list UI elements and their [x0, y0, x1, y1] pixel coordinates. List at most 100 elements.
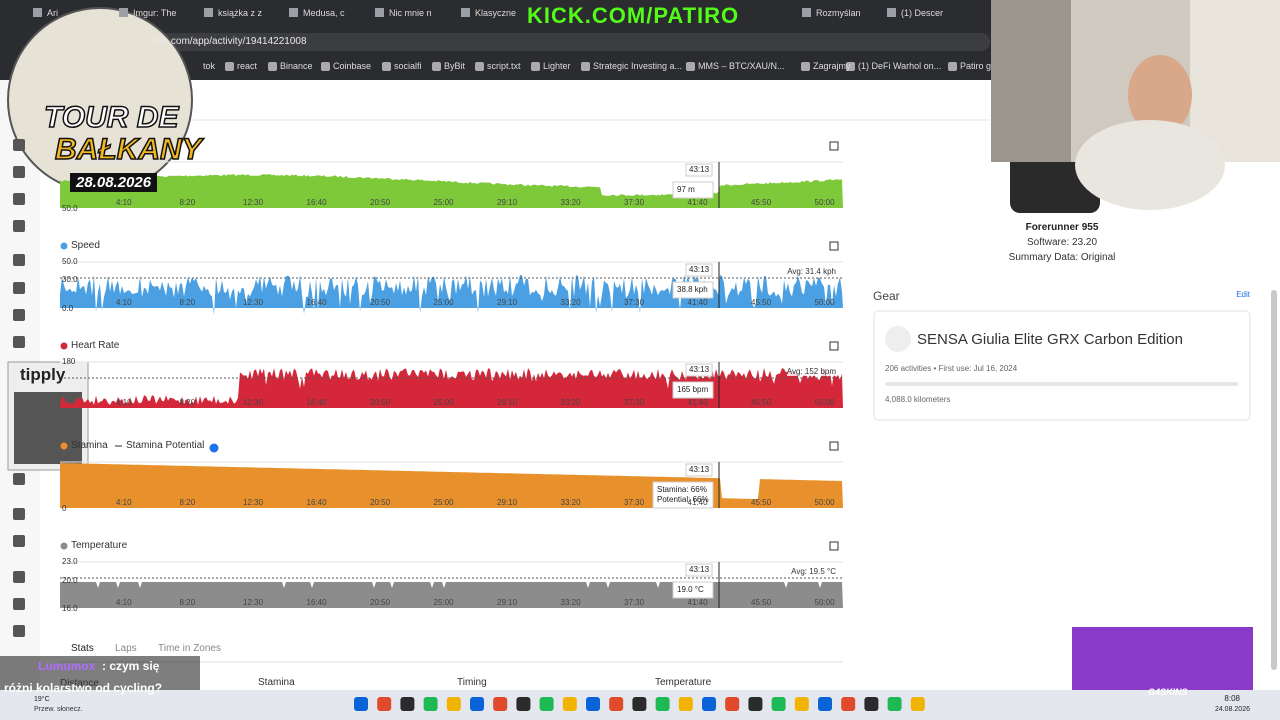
- stats-tab[interactable]: Time in Zones: [158, 643, 221, 654]
- nav-icon[interactable]: [13, 625, 25, 637]
- bookmark[interactable]: (1) DeFi Warhol on...: [858, 61, 942, 71]
- webcam-body: [1075, 120, 1225, 210]
- nav-icon[interactable]: [13, 508, 25, 520]
- taskbar-icon[interactable]: [539, 697, 554, 711]
- chart-title: Stamina: [71, 440, 108, 451]
- x-tick-label: 29:10: [497, 498, 518, 507]
- nav-icon[interactable]: [13, 336, 25, 348]
- taskbar-icon[interactable]: [887, 697, 902, 711]
- taskbar-icon[interactable]: [493, 697, 508, 711]
- bookmark[interactable]: Zagrajmy: [813, 61, 851, 71]
- bookmark[interactable]: Lighter: [543, 61, 571, 71]
- y-tick-label: 0.0: [62, 304, 74, 313]
- bookmark[interactable]: Binance: [280, 61, 313, 71]
- nav-icon[interactable]: [13, 598, 25, 610]
- tab-icon: [887, 8, 896, 17]
- nav-icon[interactable]: [13, 535, 25, 547]
- tab[interactable]: Klasyczne: [475, 8, 517, 18]
- y-tick-label: 30.0: [62, 275, 78, 284]
- taskbar-icon[interactable]: [377, 697, 392, 711]
- gear-card[interactable]: [873, 310, 1251, 421]
- taskbar-icon[interactable]: [446, 697, 461, 711]
- y-tick-label: 20.0: [62, 576, 78, 585]
- address-bar[interactable]: [150, 33, 990, 51]
- taskbar-icon[interactable]: [748, 697, 763, 711]
- expand-icon[interactable]: [829, 241, 839, 251]
- x-tick-label: 33:20: [560, 198, 581, 207]
- tooltip: 97 m: [677, 185, 695, 194]
- taskbar-icon[interactable]: [771, 697, 786, 711]
- nav-icon[interactable]: [13, 166, 25, 178]
- tab[interactable]: Nic mnie n: [389, 8, 432, 18]
- tab[interactable]: Ari: [47, 8, 58, 18]
- x-tick-label: 12:30: [243, 498, 264, 507]
- nav-icon[interactable]: [13, 282, 25, 294]
- url[interactable]: min.com/app/activity/19414221008: [152, 36, 307, 47]
- x-tick-label: 29:10: [497, 598, 518, 607]
- taskbar-icon[interactable]: [678, 697, 693, 711]
- qr-code: [14, 392, 82, 464]
- bookmark[interactable]: socialfi: [394, 61, 422, 71]
- taskbar-icon[interactable]: [632, 697, 647, 711]
- nav-icon[interactable]: [13, 254, 25, 266]
- bookmark[interactable]: react: [237, 61, 258, 71]
- bookmark[interactable]: tok: [203, 61, 216, 71]
- taskbar-icon[interactable]: [818, 697, 832, 711]
- stats-tab[interactable]: Laps: [115, 643, 137, 654]
- help-icon[interactable]: [209, 443, 219, 453]
- taskbar-icon[interactable]: [864, 697, 879, 711]
- taskbar-icon[interactable]: [354, 697, 368, 711]
- expand-icon[interactable]: [829, 541, 839, 551]
- bookmark[interactable]: Patiro g: [960, 61, 992, 71]
- tooltip: 38.8 kph: [677, 285, 708, 294]
- chat-message: różni kolarstwo od cycling?: [4, 681, 163, 695]
- taskbar-icon[interactable]: [562, 697, 577, 711]
- scrollbar[interactable]: [1271, 290, 1277, 670]
- nav-icon[interactable]: [13, 139, 25, 151]
- tab[interactable]: (1) Descer: [901, 8, 944, 18]
- taskbar-icon[interactable]: [400, 697, 415, 711]
- expand-icon[interactable]: [829, 441, 839, 451]
- tab-icon: [802, 8, 811, 17]
- bookmark[interactable]: ByBit: [444, 61, 466, 71]
- taskbar-icon[interactable]: [910, 697, 925, 711]
- taskbar-icon[interactable]: [655, 697, 670, 711]
- nav-icon[interactable]: [13, 571, 25, 583]
- taskbar-icon[interactable]: [470, 697, 484, 711]
- gear-name[interactable]: SENSA Giulia Elite GRX Carbon Edition: [917, 331, 1183, 348]
- stats-tab[interactable]: Stats: [71, 643, 94, 654]
- taskbar-icon[interactable]: [586, 697, 600, 711]
- x-tick-label: 33:20: [560, 498, 581, 507]
- x-tick-label: 29:10: [497, 298, 518, 307]
- tab[interactable]: Rozmyślan: [816, 8, 861, 18]
- x-tick-label: 8:20: [179, 198, 196, 207]
- bookmark[interactable]: MMS – BTC/XAU/N...: [698, 61, 785, 71]
- expand-icon[interactable]: [829, 341, 839, 351]
- taskbar-icon[interactable]: [841, 697, 856, 711]
- taskbar-icon[interactable]: [516, 697, 531, 711]
- x-tick-label: 25:00: [433, 198, 454, 207]
- taskbar-icon[interactable]: [794, 697, 809, 711]
- x-tick-label: 8:20: [179, 498, 196, 507]
- nav-icon[interactable]: [13, 473, 25, 485]
- tab[interactable]: Medusa, c: [303, 8, 345, 18]
- nav-icon[interactable]: [13, 193, 25, 205]
- tab[interactable]: książka z z: [218, 8, 263, 18]
- logo-date: 28.08.2026: [70, 173, 158, 192]
- bookmark[interactable]: Coinbase: [333, 61, 372, 71]
- chat-user: Lumumox: [38, 659, 96, 673]
- nav-icon[interactable]: [13, 309, 25, 321]
- nav-icon[interactable]: [13, 220, 25, 232]
- avg-label: Avg: 19.5 °C: [791, 567, 836, 576]
- taskbar-icon[interactable]: [423, 697, 438, 711]
- gear-edit[interactable]: Edit: [1236, 290, 1250, 299]
- taskbar-icon[interactable]: [609, 697, 624, 711]
- x-tick-label: 41:40: [687, 198, 708, 207]
- bookmark[interactable]: Strategic Investing a...: [593, 61, 683, 71]
- taskbar-icon[interactable]: [725, 697, 740, 711]
- x-tick-label: 25:00: [433, 298, 454, 307]
- expand-icon[interactable]: [829, 141, 839, 151]
- tab[interactable]: Imgur: The: [133, 8, 177, 18]
- taskbar-icon[interactable]: [702, 697, 716, 711]
- bookmark[interactable]: script.txt: [487, 61, 521, 71]
